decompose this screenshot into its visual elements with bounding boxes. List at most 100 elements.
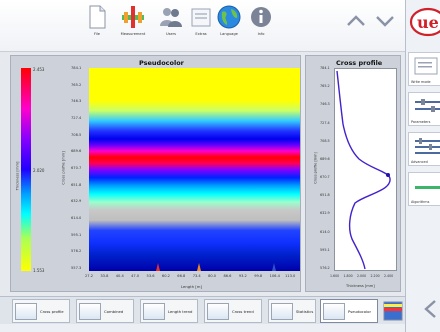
algorithm-line-icon: [415, 186, 440, 189]
sliders-icon: [415, 99, 440, 112]
scale-max-label: 2.453: [33, 67, 45, 72]
toolbar-info-button[interactable]: Info: [244, 2, 278, 50]
right-panel-item-parameters[interactable]: Parameters: [408, 92, 440, 126]
tab-label: Combined: [104, 309, 124, 314]
scale-axis-label: Thickness [mm]: [15, 161, 20, 191]
extras-icon: [191, 8, 211, 27]
pseudocolor-y-tick: 765.2: [71, 82, 82, 87]
chevron-left-icon[interactable]: [421, 298, 440, 320]
toolbar-users-label: Users: [165, 32, 177, 36]
cross-profile-y-tick: 614.0: [320, 229, 330, 234]
pseudocolor-x-tick: 60.2: [161, 274, 170, 278]
main-toolbar: File Measurement Users Extras: [0, 0, 405, 52]
toolbar-language-label: Language: [220, 32, 238, 36]
pseudocolor-y-tick: 670.7: [71, 166, 82, 170]
tab-length-trend[interactable]: Length trend: [140, 299, 198, 323]
cross-profile-panel: Cross profile Cross profile [mm] 784.1 76…: [305, 55, 401, 292]
tab-label: Cross profile: [40, 309, 64, 314]
tab-pseudocolor[interactable]: Pseudocolor: [320, 299, 378, 323]
pseudocolor-x-tick: 113.0: [285, 274, 296, 278]
tab-label: Cross trend: [232, 309, 254, 314]
tab-label: Statistics: [296, 309, 314, 314]
right-panel-item-write-mode[interactable]: Write mode: [408, 52, 440, 86]
pseudocolor-x-tick: 27.2: [85, 274, 94, 278]
cross-profile-plot[interactable]: [334, 68, 397, 271]
tab-thumbnail: [15, 303, 37, 320]
cross-profile-y-tick: 746.3: [320, 102, 330, 107]
cross-profile-x-axis-label: Thickness [mm]: [346, 284, 375, 288]
cross-profile-y-tick: 727.4: [320, 120, 330, 125]
cross-profile-x-tick: 2.000: [357, 274, 367, 278]
length-marker-red[interactable]: [156, 263, 160, 271]
pseudocolor-x-tick: 33.8: [100, 274, 109, 278]
cross-profile-y-tick: 689.6: [320, 156, 330, 161]
pseudocolor-y-tick: 595.1: [71, 232, 82, 237]
cross-profile-y-axis-label: Cross profile [mm]: [313, 152, 318, 184]
pseudocolor-plot[interactable]: [89, 68, 300, 271]
globe-icon: [217, 5, 241, 29]
pseudocolor-y-axis-label: Cross profile [mm]: [61, 151, 66, 185]
file-icon: [89, 5, 106, 29]
pseudocolor-y-tick: 557.3: [71, 266, 82, 270]
right-panel-item-algorithms[interactable]: Algorithms: [408, 172, 440, 206]
pseudocolor-x-tick: 40.4: [115, 274, 124, 278]
right-panel-label: Advanced: [411, 160, 428, 164]
pseudocolor-x-tick: 80.0: [208, 274, 217, 278]
tab-cross-trend[interactable]: Cross trend: [204, 299, 262, 323]
pseudocolor-title: Pseudocolor: [139, 59, 184, 67]
pseudocolor-y-tick: 727.4: [71, 116, 82, 120]
chevron-up-icon[interactable]: [345, 10, 367, 32]
tab-thumbnail: [323, 303, 345, 320]
tab-cross-profile[interactable]: Cross profile: [12, 299, 70, 323]
right-panel-label: Write mode: [411, 80, 431, 84]
color-scale-bar: [21, 68, 31, 271]
cross-profile-y-tick: 576.2: [320, 266, 330, 270]
right-panel-label: Algorithms: [411, 200, 430, 204]
pseudocolor-y-tick: 708.5: [71, 132, 82, 137]
pseudocolor-x-tick: 53.6: [146, 274, 155, 278]
pseudocolor-thumbnail-icon[interactable]: [383, 301, 403, 321]
right-side-panel: ue Write mode Parameters Advanced: [405, 0, 440, 332]
right-panel-item-advanced[interactable]: Advanced: [408, 132, 440, 166]
pseudocolor-x-tick: 73.4: [192, 274, 201, 278]
length-marker-orange[interactable]: [197, 263, 201, 271]
cross-profile-x-tick: 2.400: [384, 274, 394, 278]
toolbar-language-button[interactable]: Language: [212, 2, 246, 50]
tab-thumbnail: [207, 303, 229, 320]
cross-profile-x-tick: 2.200: [370, 274, 380, 278]
toolbar-file-label: File: [93, 32, 100, 36]
cross-profile-curve: [336, 70, 391, 270]
pseudocolor-x-tick: 47.0: [131, 274, 140, 278]
info-icon: [251, 7, 271, 27]
pseudocolor-y-tick: 614.0: [71, 216, 82, 220]
toolbar-file-button[interactable]: File: [80, 2, 114, 50]
tab-combined[interactable]: Combined: [76, 299, 134, 323]
length-marker-blue[interactable]: [272, 263, 276, 271]
main-view: Pseudocolor 2.453 2.020 1.553 Thickness …: [0, 52, 405, 296]
pseudocolor-y-tick: 689.6: [71, 149, 82, 154]
chevron-down-icon[interactable]: [374, 10, 396, 32]
toolbar-info-label: Info: [257, 32, 265, 36]
cross-profile-y-tick: 708.5: [320, 138, 330, 143]
toolbar-extras-button[interactable]: Extras: [184, 2, 218, 50]
pseudocolor-x-tick: 93.2: [238, 274, 247, 278]
toolbar-users-button[interactable]: Users: [154, 2, 188, 50]
cross-profile-title: Cross profile: [336, 59, 383, 67]
right-panel-label: Parameters: [411, 120, 431, 124]
toolbar-measurement-button[interactable]: Measurement: [116, 2, 150, 50]
advanced-sliders-icon: [415, 138, 440, 154]
pseudocolor-y-tick: 746.3: [71, 99, 82, 104]
tab-label: Length trend: [168, 309, 193, 314]
write-mode-icon: [414, 57, 438, 75]
scale-mid-label: 2.020: [33, 168, 45, 173]
toolbar-extras-label: Extras: [195, 32, 207, 36]
cross-profile-x-tick: 1.800: [343, 274, 353, 278]
pseudocolor-y-tick: 576.2: [71, 249, 82, 254]
cross-profile-y-tick: 784.1: [320, 66, 330, 70]
cross-profile-y-tick: 670.7: [320, 175, 330, 180]
logo-text: ue: [417, 13, 439, 32]
pseudocolor-panel: Pseudocolor 2.453 2.020 1.553 Thickness …: [10, 55, 301, 292]
tab-label: Pseudocolor: [348, 309, 372, 314]
cross-profile-y-tick: 651.8: [320, 193, 330, 198]
tab-statistics[interactable]: Statistics: [268, 299, 316, 323]
